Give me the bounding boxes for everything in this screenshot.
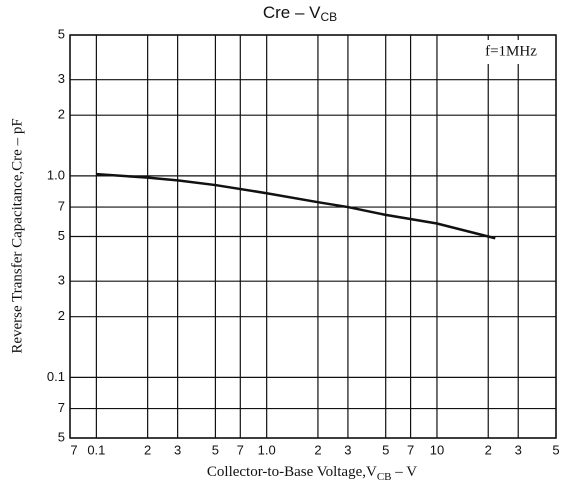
y-tick-label: 1.0 bbox=[47, 167, 65, 182]
y-tick-label: 0.1 bbox=[47, 369, 65, 384]
x-tick-label: 5 bbox=[552, 442, 559, 457]
y-tick-label: 5 bbox=[58, 26, 65, 41]
chart-title: Cre – VCB bbox=[263, 3, 337, 24]
y-tick-label: 7 bbox=[58, 400, 65, 415]
x-axis-label: Collector-to-Base Voltage,VCB – V bbox=[207, 464, 417, 482]
x-tick-label: 0.1 bbox=[87, 442, 105, 457]
annotation: f=1MHz bbox=[485, 43, 537, 59]
x-tick-label: 2 bbox=[144, 442, 151, 457]
x-tick-label: 2 bbox=[314, 442, 321, 457]
x-tick-label: 3 bbox=[515, 442, 522, 457]
y-tick-label: 2 bbox=[58, 107, 65, 122]
y-tick-label: 7 bbox=[58, 198, 65, 213]
y-tick-label: 2 bbox=[58, 308, 65, 323]
y-tick-label: 5 bbox=[58, 228, 65, 243]
y-tick-label: 3 bbox=[58, 273, 65, 288]
x-tick-label: 3 bbox=[174, 442, 181, 457]
x-label-tail: – V bbox=[392, 464, 418, 480]
x-label-main: Collector-to-Base Voltage,V bbox=[207, 464, 377, 480]
x-tick-label: 5 bbox=[212, 442, 219, 457]
x-tick-label: 7 bbox=[237, 442, 244, 457]
x-label-sub: CB bbox=[377, 471, 392, 483]
x-tick-label: 10 bbox=[430, 442, 444, 457]
title-sub: CB bbox=[320, 10, 337, 24]
y-axis-label: Reverse Transfer Capacitance,Cre – pF bbox=[9, 118, 25, 353]
x-tick-label: 5 bbox=[382, 442, 389, 457]
y-tick-label: 5 bbox=[58, 429, 65, 444]
x-tick-label: 7 bbox=[407, 442, 414, 457]
data-line bbox=[96, 172, 496, 240]
x-tick-label: 7 bbox=[70, 442, 77, 457]
annotation-box bbox=[470, 40, 552, 64]
plot-frame bbox=[69, 34, 557, 439]
x-tick-label: 3 bbox=[344, 442, 351, 457]
title-main: Cre – V bbox=[263, 3, 321, 22]
y-tick-label: 3 bbox=[58, 71, 65, 86]
x-tick-label: 2 bbox=[485, 442, 492, 457]
x-tick-label: 1.0 bbox=[258, 442, 276, 457]
